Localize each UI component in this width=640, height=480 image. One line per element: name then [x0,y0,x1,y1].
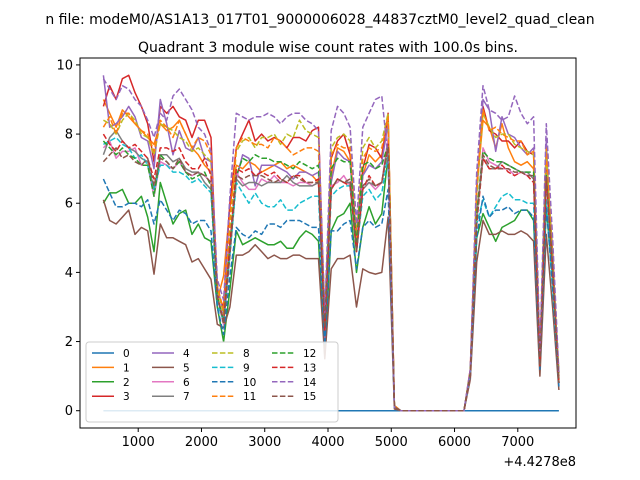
legend-label-14: 14 [303,377,317,389]
series-line-9 [103,136,560,412]
x-offset-label: +4.4278e8 [503,455,576,470]
series-line-10 [102,178,560,412]
y-tick-label: 8 [65,128,73,143]
series-line-11 [102,109,560,412]
legend-label-5: 5 [183,362,190,374]
series-line-15 [102,147,560,412]
legend-label-0: 0 [123,348,130,360]
series-line-12 [102,140,560,412]
x-tick-label: 7000 [501,435,534,450]
x-tick-label: 4000 [311,435,344,450]
series-line-5 [102,199,560,412]
legend-label-1: 1 [123,362,130,374]
y-tick-label: 2 [65,335,73,350]
legend-label-3: 3 [123,391,130,403]
legend-label-15: 15 [303,391,316,403]
y-tick-label: 0 [65,404,73,419]
series-line-6 [102,136,560,412]
legend-label-10: 10 [243,377,256,389]
legend-label-4: 4 [183,348,190,360]
x-tick-label: 1000 [122,435,155,450]
series-lines [102,74,560,412]
x-tick-label: 5000 [375,435,408,450]
x-tick-label: 6000 [438,435,471,450]
series-line-7 [102,129,560,412]
y-tick-label: 6 [65,197,73,212]
legend-label-9: 9 [243,362,250,374]
series-line-8 [103,112,560,412]
legend-label-12: 12 [303,348,316,360]
legend-label-13: 13 [303,362,316,374]
x-tick-label: 2000 [185,435,218,450]
legend-label-2: 2 [123,377,130,389]
series-line-14 [102,78,560,412]
y-tick-label: 10 [56,58,73,73]
legend-label-6: 6 [183,377,190,389]
y-tick-label: 4 [65,266,73,281]
legend-label-8: 8 [243,348,250,360]
chart-title: Quadrant 3 module wise count rates with … [138,40,518,56]
legend-label-11: 11 [243,391,256,403]
figure-suptitle: n file: modeM0/AS1A13_017T01_9000006028_… [45,12,594,28]
series-line-4 [102,75,560,412]
x-tick-label: 3000 [248,435,281,450]
legend-label-7: 7 [183,391,190,403]
